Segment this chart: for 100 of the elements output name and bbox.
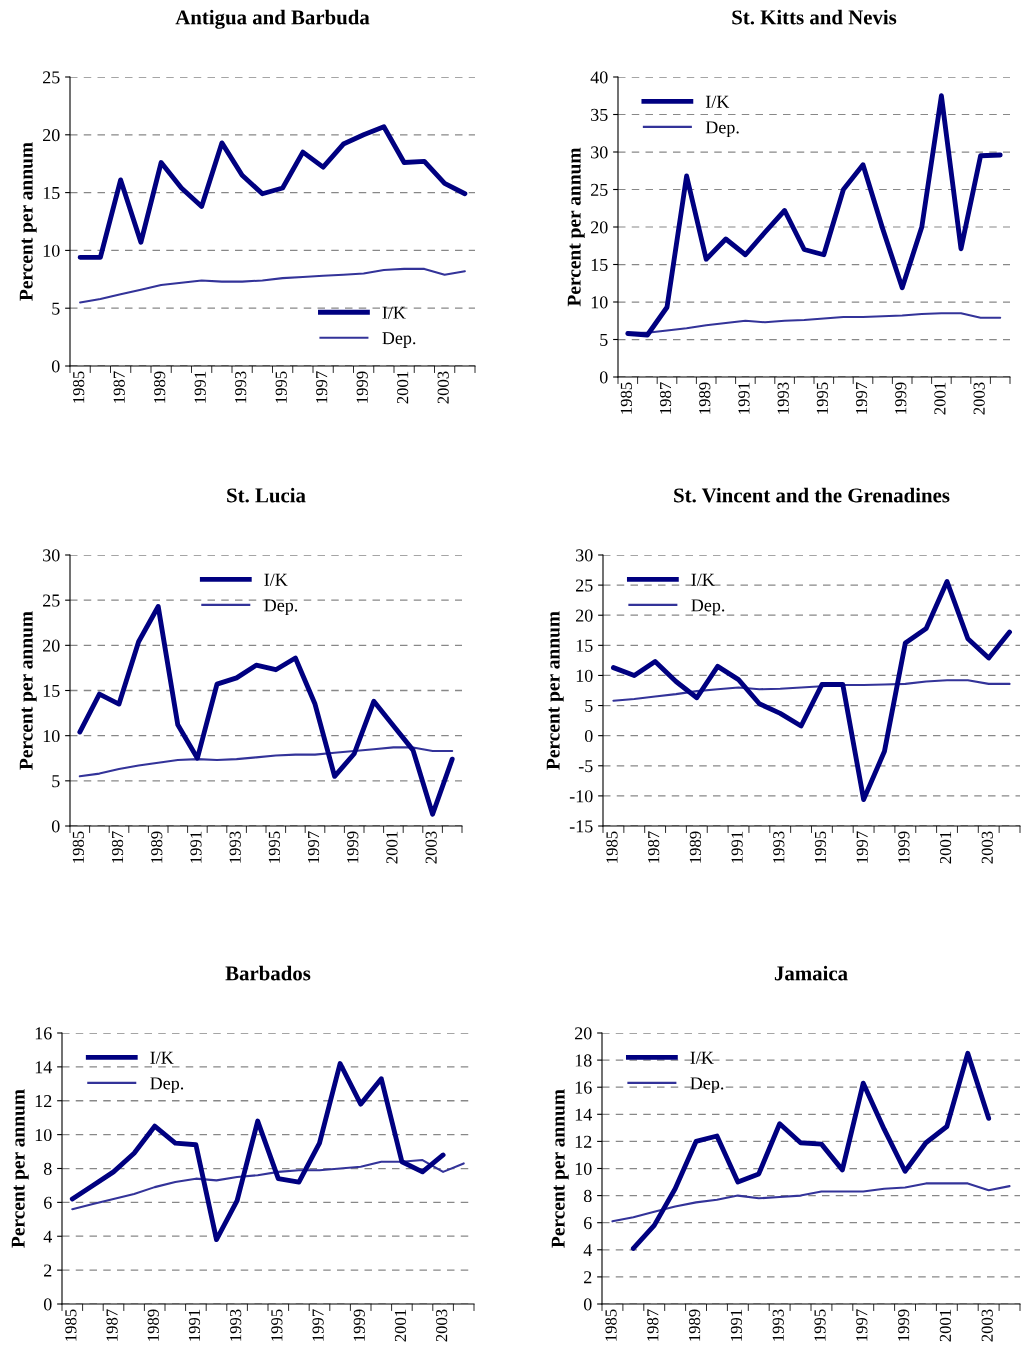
y-tick-label: 20 xyxy=(591,221,608,234)
x-tick-label: 2001 xyxy=(939,1309,952,1342)
y-tick-label: 15 xyxy=(591,258,608,271)
x-tick-label: 1999 xyxy=(898,1309,910,1341)
x-tick-label: 2001 xyxy=(934,382,946,415)
line-series xyxy=(625,93,1003,338)
y-tick-label: 5 xyxy=(52,302,60,315)
y-tick-label: 0 xyxy=(43,1298,52,1311)
line-series xyxy=(611,1182,1011,1223)
y-axis-title: Percent per annum xyxy=(19,142,37,301)
y-tick-label: 0 xyxy=(51,820,60,833)
y-tick-label: -5 xyxy=(578,760,593,773)
x-tick-label: 1995 xyxy=(275,371,287,403)
x-tick-label: 2003 xyxy=(425,831,437,864)
x-tick-label: 1985 xyxy=(620,382,632,414)
y-tick-label: -10 xyxy=(569,790,593,803)
legend-label: I/K xyxy=(691,573,715,586)
y-tick-label: 4 xyxy=(583,1244,592,1257)
x-tick-label: 1989 xyxy=(699,382,711,414)
y-tick-label: 18 xyxy=(575,1054,592,1067)
x-tick-label: 1997 xyxy=(856,1309,868,1341)
y-tick-label: 0 xyxy=(583,1298,592,1311)
chart-title: Barbados xyxy=(225,965,311,981)
x-tick-label: 1987 xyxy=(648,831,660,863)
y-tick-label: 10 xyxy=(35,1128,52,1142)
x-tick-label: 1993 xyxy=(773,831,785,863)
line-series xyxy=(77,124,468,260)
x-tick-label: 1997 xyxy=(316,371,328,403)
x-tick-label: 1991 xyxy=(194,371,206,403)
y-tick-label: 2 xyxy=(584,1271,592,1284)
y-tick-label: 20 xyxy=(575,1027,592,1040)
y-tick-label: 14 xyxy=(35,1061,52,1074)
x-tick-label: 1997 xyxy=(856,831,868,863)
legend-label: I/K xyxy=(150,1051,174,1064)
y-tick-label: 10 xyxy=(43,729,60,743)
x-tick-label: 1995 xyxy=(816,382,828,414)
chart-title: Jamaica xyxy=(774,965,848,981)
x-tick-label: 1993 xyxy=(229,831,241,863)
y-tick-label: 0 xyxy=(51,360,60,373)
y-tick-label: 35 xyxy=(591,108,608,121)
x-tick-label: 1987 xyxy=(647,1309,659,1341)
legend-label: Dep. xyxy=(705,121,739,138)
y-tick-label: 30 xyxy=(591,146,608,159)
x-tick-label: 2003 xyxy=(981,1309,993,1342)
x-tick-label: 2001 xyxy=(939,831,952,864)
y-tick-label: 20 xyxy=(43,639,60,652)
y-tick-label: 40 xyxy=(590,71,608,84)
y-tick-label: 0 xyxy=(584,729,593,743)
x-tick-label: 1987 xyxy=(106,1309,118,1341)
y-tick-label: 8 xyxy=(583,1189,592,1203)
x-tick-label: 1993 xyxy=(772,1309,784,1341)
x-tick-label: 1997 xyxy=(312,1309,324,1341)
chart-title: St. Vincent and the Grenadines xyxy=(674,487,950,503)
y-tick-label: 30 xyxy=(43,549,60,562)
y-tick-label: 16 xyxy=(575,1081,592,1094)
y-tick-label: 12 xyxy=(35,1095,52,1108)
y-tick-label: 25 xyxy=(43,71,60,84)
x-tick-label: 1997 xyxy=(307,831,320,863)
y-tick-label: 5 xyxy=(52,775,60,788)
line-series xyxy=(78,746,454,778)
chart-title: St. Lucia xyxy=(227,487,306,503)
x-tick-label: 1985 xyxy=(65,1309,77,1341)
y-tick-label: 20 xyxy=(576,609,593,622)
legend-label: I/K xyxy=(264,573,288,586)
legend-label: I/K xyxy=(690,1051,714,1064)
y-tick-label: 15 xyxy=(576,639,593,652)
y-tick-label: 10 xyxy=(575,1162,592,1175)
legend-label: Dep. xyxy=(691,599,725,616)
x-tick-label: 1989 xyxy=(151,831,163,863)
x-tick-label: 1991 xyxy=(188,1309,201,1341)
legend-label: Dep. xyxy=(690,1077,724,1094)
legend-label: Dep. xyxy=(382,332,416,348)
y-tick-label: 6 xyxy=(584,1217,592,1230)
x-tick-label: 1995 xyxy=(271,1309,283,1341)
x-tick-label: 1993 xyxy=(777,382,789,414)
x-tick-label: 1999 xyxy=(898,831,910,863)
y-tick-label: 15 xyxy=(43,186,60,200)
x-tick-label: 2003 xyxy=(973,382,985,415)
x-tick-label: 1987 xyxy=(659,382,672,414)
y-tick-label: 2 xyxy=(44,1264,52,1277)
y-tick-label: 5 xyxy=(600,333,608,346)
line-series xyxy=(630,1050,992,1251)
legend-label: Dep. xyxy=(264,599,298,616)
x-tick-label: 1985 xyxy=(73,371,85,403)
x-tick-label: 1991 xyxy=(731,831,743,863)
x-tick-label: 1995 xyxy=(268,831,280,863)
x-tick-label: 1989 xyxy=(154,371,166,403)
y-tick-label: 5 xyxy=(585,700,593,712)
y-tick-label: 4 xyxy=(43,1230,52,1243)
y-axis-title: Percent per annum xyxy=(11,1089,29,1248)
x-tick-label: 1989 xyxy=(147,1309,159,1341)
line-series xyxy=(71,1158,465,1211)
x-tick-label: 1997 xyxy=(855,382,868,414)
y-tick-label: 25 xyxy=(576,579,593,592)
x-tick-label: 1991 xyxy=(190,831,202,863)
y-tick-label: 16 xyxy=(35,1027,52,1040)
legend-label: I/K xyxy=(705,95,730,108)
legend-label: Dep. xyxy=(150,1077,184,1094)
x-tick-label: 1993 xyxy=(230,1309,242,1341)
x-tick-label: 1999 xyxy=(895,382,907,414)
